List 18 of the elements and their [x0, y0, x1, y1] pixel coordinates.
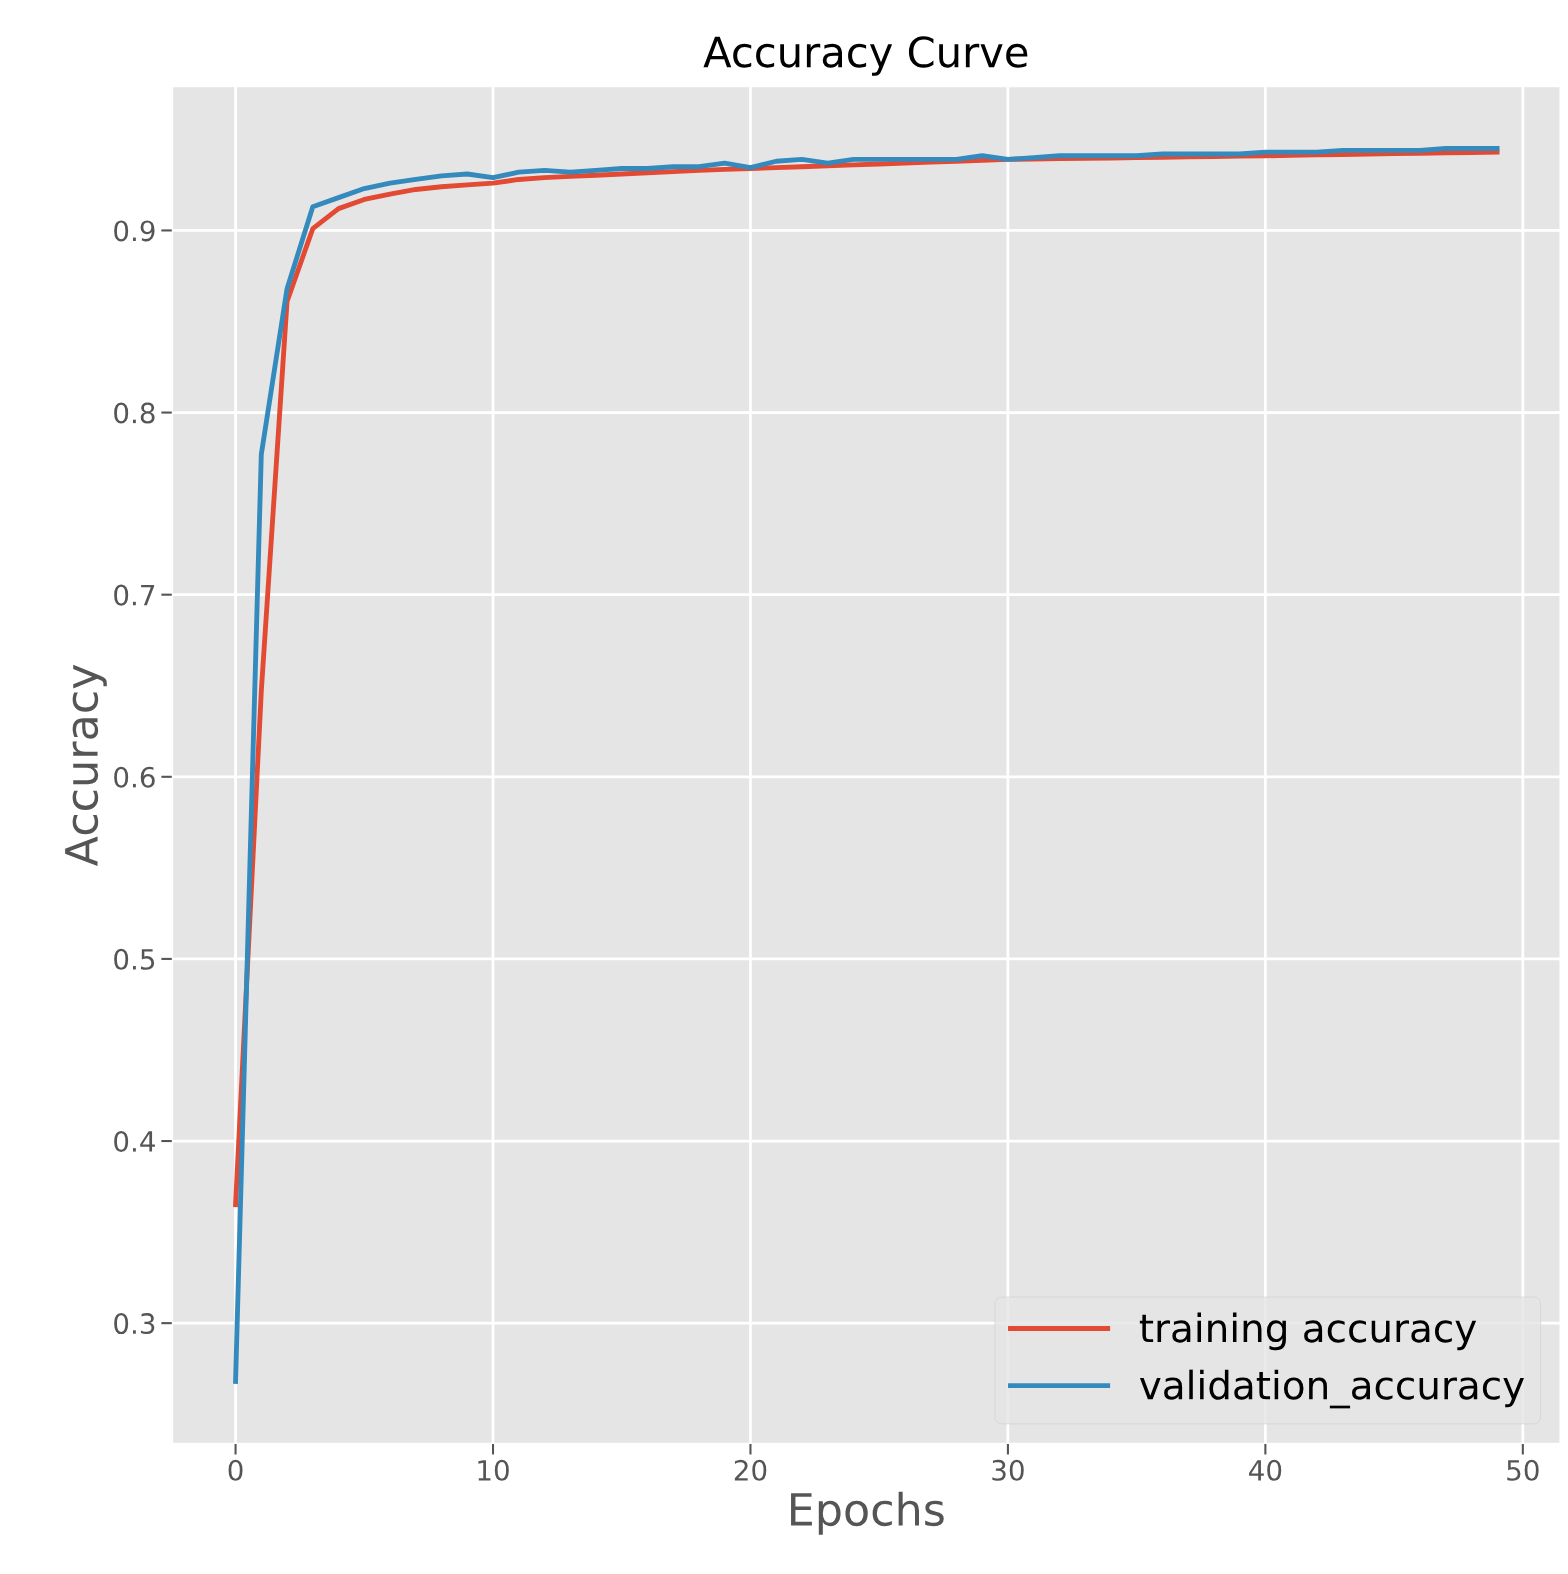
y-tick-label: 0.8	[114, 402, 155, 424]
legend-label: validation_accuracy	[1139, 1369, 1524, 1409]
x-tick-label: 20	[734, 1459, 767, 1481]
y-axis-title: Accuracy	[65, 664, 107, 867]
y-tick-label: 0.7	[114, 584, 155, 606]
x-tick-label: 0	[228, 1459, 243, 1481]
x-tick-label: 30	[992, 1459, 1024, 1481]
legend-label: training accuracy	[1139, 1312, 1477, 1351]
y-tick-label: 0.3	[114, 1313, 155, 1335]
x-tick-label: 10	[478, 1459, 509, 1481]
y-tick-label: 0.9	[114, 220, 155, 242]
x-axis-title: Epochs	[791, 1491, 944, 1535]
y-tick-label: 0.6	[114, 766, 155, 788]
x-tick-label: 50	[1507, 1459, 1539, 1481]
y-tick-label: 0.4	[114, 1130, 155, 1152]
x-tick-label: 40	[1249, 1459, 1282, 1481]
y-tick-label: 0.5	[114, 948, 155, 970]
chart-title: Accuracy Curve	[703, 36, 1028, 76]
